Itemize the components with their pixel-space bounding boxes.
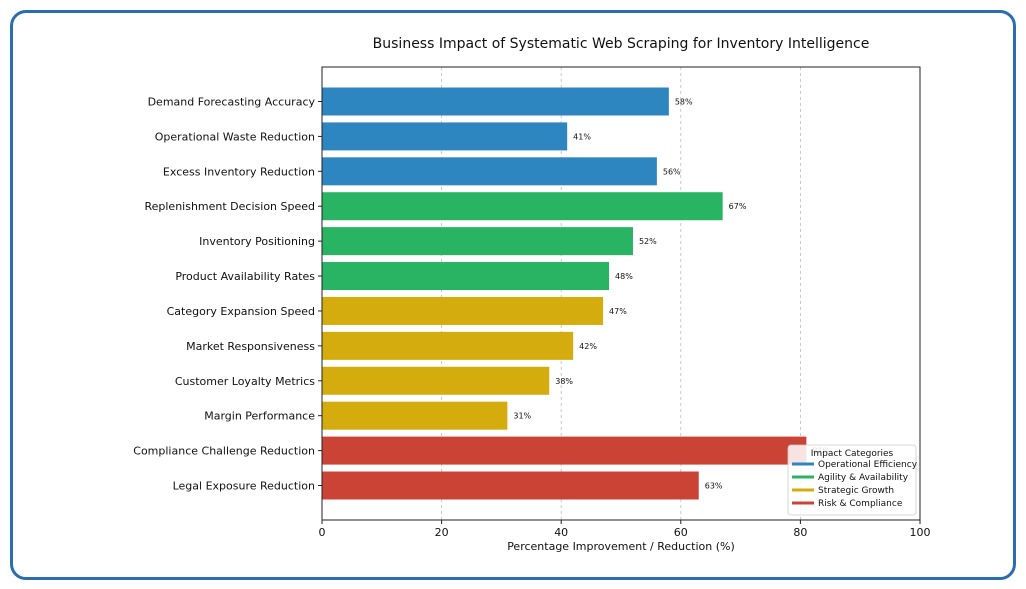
chart-title: Business Impact of Systematic Web Scrapi… xyxy=(373,36,870,52)
bar xyxy=(322,227,633,256)
data-label: 48% xyxy=(615,272,633,281)
bar xyxy=(322,157,657,186)
category-label: Inventory Positioning xyxy=(199,235,315,248)
legend-label: Strategic Growth xyxy=(818,486,894,496)
x-tick-label: 80 xyxy=(793,526,807,539)
data-label: 41% xyxy=(573,132,591,141)
category-labels: Demand Forecasting Accuracy Operational W… xyxy=(133,96,322,493)
bar xyxy=(322,122,568,151)
data-label: 58% xyxy=(675,98,693,107)
x-tick-label: 40 xyxy=(554,526,568,539)
x-tick-label: 60 xyxy=(674,526,688,539)
bar xyxy=(322,331,574,360)
bars xyxy=(322,87,807,500)
data-label: 52% xyxy=(639,237,657,246)
bar xyxy=(322,87,669,116)
x-tick-label: 20 xyxy=(435,526,449,539)
category-label: Customer Loyalty Metrics xyxy=(175,375,315,388)
category-label: Product Availability Rates xyxy=(175,270,315,283)
data-label: 42% xyxy=(579,342,597,351)
legend-label: Risk & Compliance xyxy=(818,499,903,509)
category-label: Operational Waste Reduction xyxy=(155,130,315,143)
legend-box xyxy=(787,444,917,516)
bar xyxy=(322,192,723,221)
bar xyxy=(322,436,807,465)
bar xyxy=(322,471,699,500)
legend-label: Agility & Availability xyxy=(818,473,909,483)
category-label: Market Responsiveness xyxy=(186,340,315,353)
legend-label: Operational Efficiency xyxy=(818,460,918,470)
category-label: Category Expansion Speed xyxy=(167,305,315,318)
data-label: 38% xyxy=(555,377,573,386)
x-tick-label: 0 xyxy=(319,526,326,539)
category-label: Compliance Challenge Reduction xyxy=(133,445,315,458)
category-label: Margin Performance xyxy=(204,410,315,423)
data-label: 56% xyxy=(663,167,681,176)
plot-area xyxy=(321,66,921,521)
category-label: Replenishment Decision Speed xyxy=(144,200,315,213)
bar xyxy=(322,366,550,395)
data-label: 63% xyxy=(705,482,723,491)
data-label: 67% xyxy=(729,202,747,211)
bar xyxy=(322,401,508,430)
data-label: 31% xyxy=(513,412,531,421)
legend: Impact Categories Operational Efficiency… xyxy=(787,444,918,516)
data-label: 47% xyxy=(609,307,627,316)
category-label: Excess Inventory Reduction xyxy=(163,165,315,178)
legend-title: Impact Categories xyxy=(811,449,894,459)
category-label: Legal Exposure Reduction xyxy=(173,480,315,493)
x-ticks: 0 20 40 60 80 100 xyxy=(319,520,931,539)
bar xyxy=(322,262,610,291)
x-axis-label: Percentage Improvement / Reduction (%) xyxy=(507,540,735,553)
data-labels: 58%41%56%67%52%48%47%42%38%31%81%63% xyxy=(513,98,830,491)
bar xyxy=(322,296,604,325)
x-tick-label: 100 xyxy=(910,526,931,539)
category-label: Demand Forecasting Accuracy xyxy=(148,96,316,109)
